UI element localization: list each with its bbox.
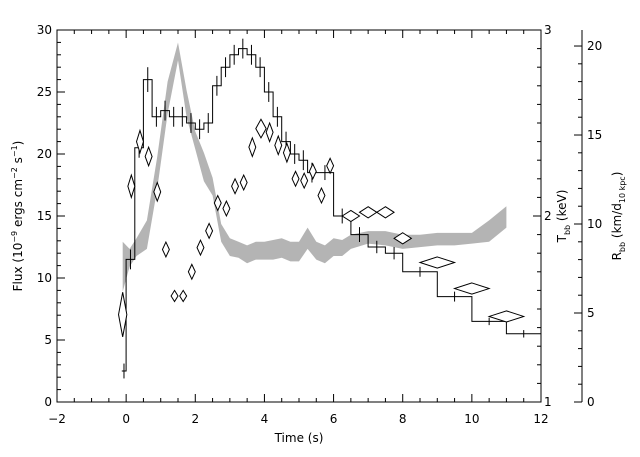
temperature-diamond	[239, 173, 248, 192]
y-tick-label: 10	[37, 271, 52, 285]
y2-tick-label: 3	[544, 23, 552, 37]
temperature-diamond	[213, 194, 222, 212]
temperature-diamond	[291, 170, 300, 188]
y-tick-label: 25	[37, 85, 52, 99]
temperature-diamond	[255, 118, 267, 139]
x-tick-label: 2	[191, 412, 199, 426]
y3-title-rest: (km/d	[610, 203, 624, 242]
temperature-diamond	[265, 121, 274, 144]
flux-histogram-layer	[121, 38, 541, 379]
y2-title-main: T	[555, 234, 569, 243]
y3-title-main: R	[610, 252, 624, 260]
x-tick-label: 10	[464, 412, 479, 426]
temperature-diamond	[308, 162, 317, 180]
temperature-diamond	[418, 256, 457, 269]
y2-title-rest: (keV)	[555, 190, 569, 225]
y3-title-end: )	[610, 172, 624, 177]
y2-ticks: 1 2 3	[533, 23, 552, 409]
temperature-diamond	[196, 238, 205, 257]
temperature-diamond	[187, 263, 196, 281]
y3-tick-label: 10	[587, 217, 602, 231]
y-tick-label: 20	[37, 147, 52, 161]
y-title-mid: ergs cm	[11, 179, 25, 231]
y-title-end: )	[11, 141, 25, 146]
y2-tick-label: 1	[544, 395, 552, 409]
y2-title-sub: bb	[563, 225, 572, 235]
y-title-exp3: −1	[10, 145, 19, 157]
temperature-diamond	[179, 289, 188, 303]
x-tick-label: 0	[122, 412, 130, 426]
y-tick-label: 15	[37, 209, 52, 223]
temperature-diamond	[222, 199, 231, 218]
y-ticks: 0 5 10 15 20 25 30	[37, 23, 65, 409]
temperature-diamond	[300, 172, 309, 190]
temperature-diamond	[341, 209, 361, 223]
temperature-diamond	[326, 157, 335, 175]
y3-title-sub: bb	[618, 242, 627, 252]
temperature-diamond	[205, 222, 214, 240]
y-axis-title: Flux (10−9 ergs cm−2 s−1)	[10, 141, 25, 292]
y3-ticks: 0 5 10 15 20	[574, 39, 602, 409]
x-tick-label: 4	[261, 412, 269, 426]
temperature-diamond	[248, 136, 257, 158]
temperature-diamond	[452, 282, 491, 295]
temperature-diamond	[135, 128, 144, 155]
y-tick-label: 30	[37, 23, 52, 37]
y-tick-label: 5	[44, 333, 52, 347]
temperature-diamond	[358, 206, 378, 219]
y-title-exp1: −9	[10, 231, 19, 243]
temperature-diamond	[375, 206, 395, 219]
x-tick-label: 6	[330, 412, 338, 426]
y-title-mid2: s	[11, 157, 25, 167]
temperature-diamond	[274, 134, 283, 157]
y-title-base: Flux (10	[11, 243, 25, 292]
temperature-diamond	[127, 173, 136, 200]
y3-title-sub2: 10 kpc	[618, 176, 627, 203]
temperature-diamond	[118, 292, 128, 337]
temperature-diamond	[487, 310, 526, 323]
radius-band-layer	[122, 42, 507, 292]
y3-tick-label: 15	[587, 128, 602, 142]
flux-histogram-line	[121, 48, 541, 372]
temperature-diamond	[317, 186, 326, 205]
temperature-diamond	[161, 240, 170, 259]
temperature-diamond	[231, 177, 240, 195]
y-title-exp2: −2	[10, 167, 19, 179]
temperature-diamond	[282, 142, 291, 164]
x-ticks: −2 0 2 4 6 8 10 12	[48, 30, 549, 426]
temperature-diamond	[153, 181, 162, 203]
y3-tick-label: 0	[587, 395, 595, 409]
temperature-diamond	[170, 289, 179, 303]
temperature-diamond	[393, 232, 413, 245]
y-tick-label: 0	[44, 395, 52, 409]
y3-tick-label: 20	[587, 39, 602, 53]
temperature-diamond	[144, 145, 153, 168]
temperature-diamonds-layer	[118, 118, 526, 337]
y2-axis-title: Tbb (keV)	[555, 190, 572, 244]
radius-band	[122, 42, 507, 292]
y2-tick-label: 2	[544, 209, 552, 223]
y3-axis-title: Rbb (km/d10 kpc)	[610, 172, 627, 261]
x-axis-title: Time (s)	[274, 431, 324, 445]
x-tick-label: 12	[533, 412, 548, 426]
x-tick-label: 8	[399, 412, 407, 426]
y3-tick-label: 5	[587, 306, 595, 320]
x-tick-label: −2	[48, 412, 66, 426]
